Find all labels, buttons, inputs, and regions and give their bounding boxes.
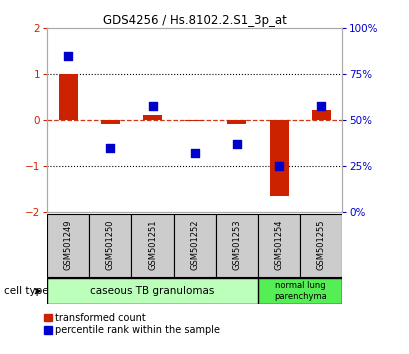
FancyBboxPatch shape xyxy=(173,214,215,276)
Text: GSM501253: GSM501253 xyxy=(232,220,241,270)
Bar xyxy=(311,110,330,120)
FancyBboxPatch shape xyxy=(257,214,299,276)
Title: GDS4256 / Hs.8102.2.S1_3p_at: GDS4256 / Hs.8102.2.S1_3p_at xyxy=(103,14,286,27)
Bar xyxy=(227,120,246,124)
Text: GSM501254: GSM501254 xyxy=(274,220,283,270)
FancyBboxPatch shape xyxy=(47,214,89,276)
Text: cell type: cell type xyxy=(4,286,49,296)
Point xyxy=(65,53,71,59)
Bar xyxy=(58,74,78,120)
FancyBboxPatch shape xyxy=(47,278,257,304)
Point xyxy=(233,142,240,147)
Text: caseous TB granulomas: caseous TB granulomas xyxy=(90,286,214,296)
Text: GSM501252: GSM501252 xyxy=(190,220,199,270)
Text: GSM501250: GSM501250 xyxy=(106,220,115,270)
Text: GSM501249: GSM501249 xyxy=(63,220,72,270)
FancyBboxPatch shape xyxy=(89,214,131,276)
Point xyxy=(317,103,324,108)
Text: GSM501255: GSM501255 xyxy=(316,220,325,270)
Bar xyxy=(143,115,162,120)
Bar xyxy=(269,120,288,196)
FancyBboxPatch shape xyxy=(299,214,342,276)
Text: GSM501251: GSM501251 xyxy=(148,220,157,270)
Bar xyxy=(185,120,204,121)
FancyBboxPatch shape xyxy=(215,214,257,276)
Point xyxy=(275,164,282,169)
Bar xyxy=(101,120,119,124)
Text: normal lung
parenchyma: normal lung parenchyma xyxy=(273,281,326,301)
Point xyxy=(191,151,198,156)
Legend: transformed count, percentile rank within the sample: transformed count, percentile rank withi… xyxy=(44,313,220,335)
Point xyxy=(149,103,155,108)
FancyBboxPatch shape xyxy=(257,278,342,304)
Point xyxy=(107,145,113,151)
FancyBboxPatch shape xyxy=(131,214,173,276)
